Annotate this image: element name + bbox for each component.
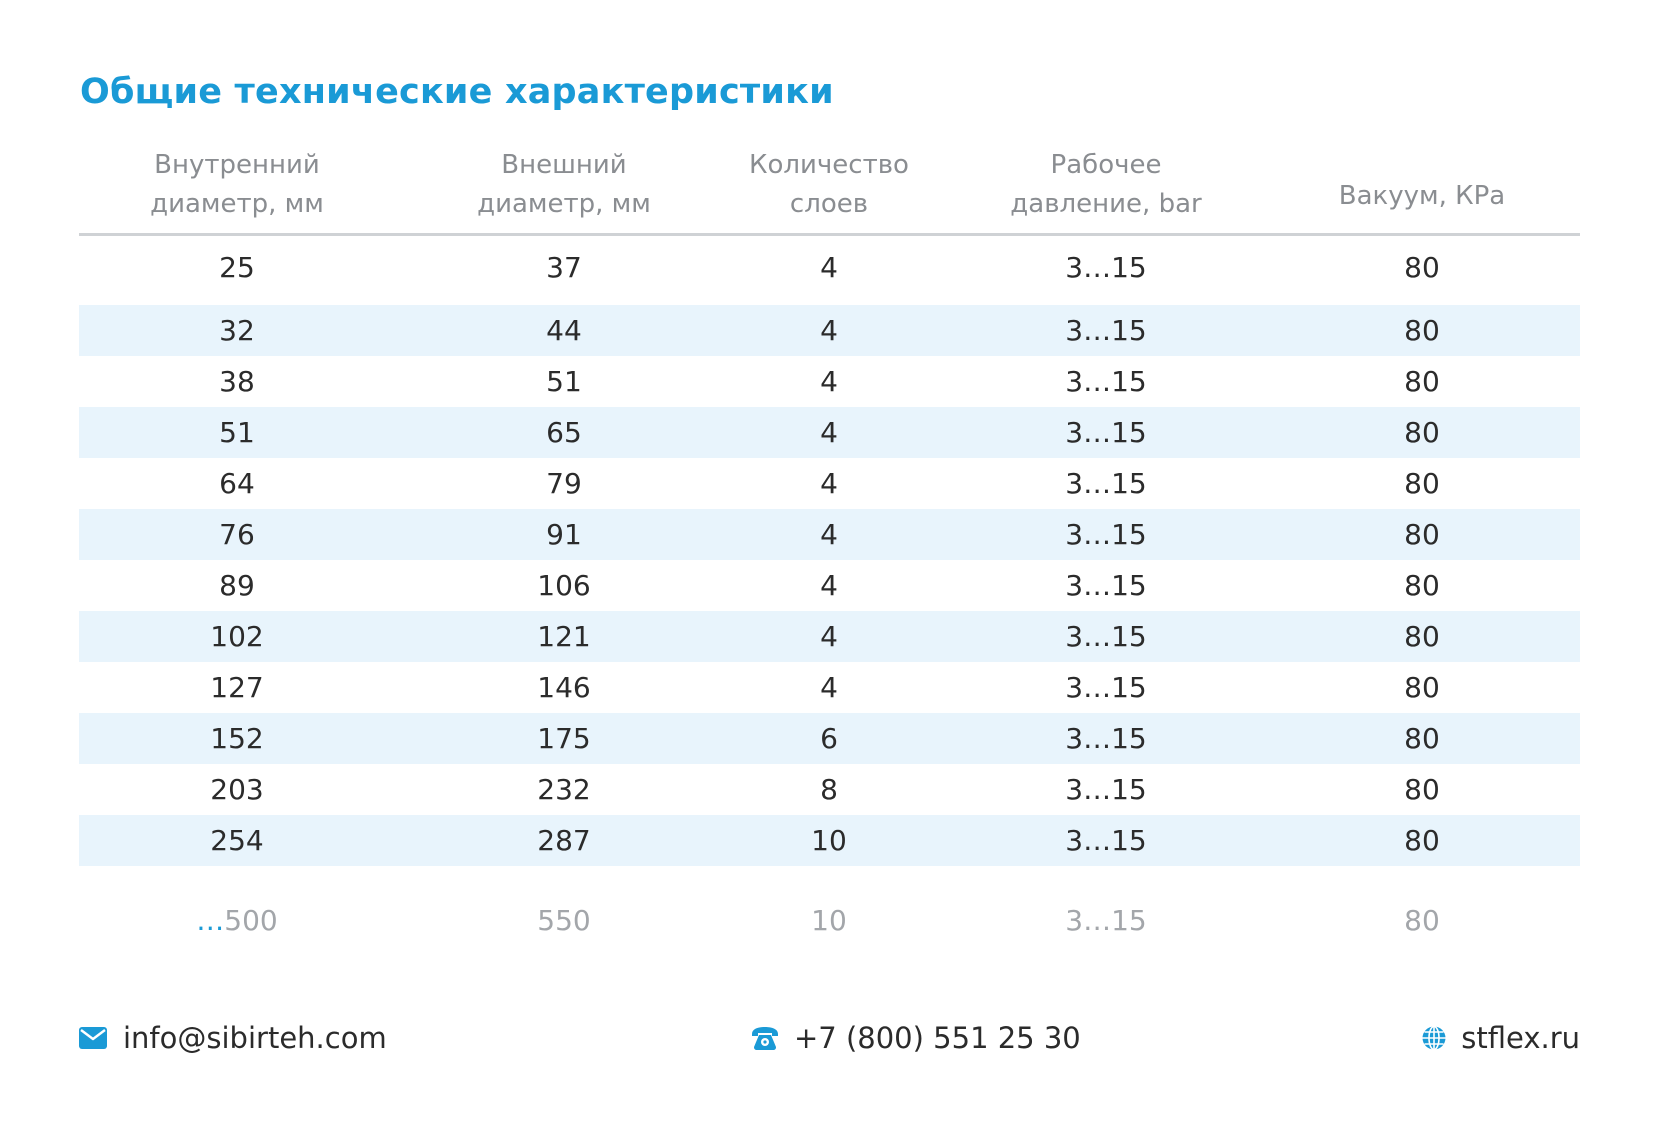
header-working-pressure: Рабочее давление, bar <box>1010 150 1202 219</box>
cell-working-pressure: 3…15 <box>1065 569 1147 602</box>
cell-layer-count: 4 <box>820 251 838 284</box>
cell-vacuum: 80 <box>1404 365 1440 398</box>
cell-layer-count: 4 <box>820 314 838 347</box>
cell-outer-diameter: 51 <box>546 365 582 398</box>
cell-inner-diameter: 32 <box>219 314 255 347</box>
header-outer-diameter: Внешний диаметр, мм <box>477 150 651 219</box>
header-inner-diameter: Внутренний диаметр, мм <box>150 150 324 219</box>
cell-vacuum: 80 <box>1404 671 1440 704</box>
page-title: Общие технические характеристики <box>80 72 834 112</box>
table-row: 203 232 8 3…15 80 <box>79 764 1580 815</box>
table-row-range-end: … 500 550 10 3…15 80 <box>79 866 1580 958</box>
table-row: 76 91 4 3…15 80 <box>79 509 1580 560</box>
cell-inner-diameter: 203 <box>210 773 264 806</box>
cell-working-pressure: 3…15 <box>1065 903 1147 937</box>
cell-vacuum: 80 <box>1404 903 1440 937</box>
cell-layer-count: 4 <box>820 467 838 500</box>
cell-inner-diameter: … 500 <box>196 903 278 937</box>
phone-number[interactable]: +7 (800) 551 25 30 <box>794 1021 1081 1055</box>
cell-layer-count: 4 <box>820 620 838 653</box>
cell-outer-diameter: 121 <box>537 620 591 653</box>
cell-layer-count: 8 <box>820 773 838 806</box>
cell-vacuum: 80 <box>1404 824 1440 857</box>
cell-inner-diameter: 25 <box>219 251 255 284</box>
cell-working-pressure: 3…15 <box>1065 518 1147 551</box>
cell-outer-diameter: 175 <box>537 722 591 755</box>
cell-layer-count: 4 <box>820 518 838 551</box>
cell-outer-diameter: 65 <box>546 416 582 449</box>
cell-vacuum: 80 <box>1404 251 1440 284</box>
cell-working-pressure: 3…15 <box>1065 824 1147 857</box>
cell-outer-diameter: 37 <box>546 251 582 284</box>
cell-layer-count: 4 <box>820 671 838 704</box>
cell-vacuum: 80 <box>1404 518 1440 551</box>
table-row: 89 106 4 3…15 80 <box>79 560 1580 611</box>
cell-inner-diameter: 254 <box>210 824 264 857</box>
cell-working-pressure: 3…15 <box>1065 251 1147 284</box>
spec-table: Внутренний диаметр, мм Внешний диаметр, … <box>79 140 1580 958</box>
cell-inner-diameter: 89 <box>219 569 255 602</box>
cell-layer-count: 4 <box>820 569 838 602</box>
cell-vacuum: 80 <box>1404 467 1440 500</box>
email-link[interactable]: info@sibirteh.com <box>123 1021 387 1055</box>
cell-vacuum: 80 <box>1404 620 1440 653</box>
table-row: 152 175 6 3…15 80 <box>79 713 1580 764</box>
cell-working-pressure: 3…15 <box>1065 365 1147 398</box>
cell-vacuum: 80 <box>1404 416 1440 449</box>
cell-layer-count: 6 <box>820 722 838 755</box>
table-row: 102 121 4 3…15 80 <box>79 611 1580 662</box>
cell-vacuum: 80 <box>1404 773 1440 806</box>
envelope-icon <box>79 1027 107 1049</box>
cell-layer-count: 10 <box>811 903 847 937</box>
table-row: 32 44 4 3…15 80 <box>79 305 1580 356</box>
cell-outer-diameter: 550 <box>537 903 591 937</box>
table-row: 254 287 10 3…15 80 <box>79 815 1580 866</box>
cell-layer-count: 4 <box>820 416 838 449</box>
cell-outer-diameter: 44 <box>546 314 582 347</box>
cell-working-pressure: 3…15 <box>1065 416 1147 449</box>
website-link[interactable]: stflex.ru <box>1461 1021 1580 1055</box>
cell-inner-diameter: 51 <box>219 416 255 449</box>
cell-working-pressure: 3…15 <box>1065 773 1147 806</box>
cell-working-pressure: 3…15 <box>1065 620 1147 653</box>
cell-layer-count: 10 <box>811 824 847 857</box>
cell-layer-count: 4 <box>820 365 838 398</box>
globe-icon <box>1422 1025 1446 1051</box>
cell-inner-diameter: 127 <box>210 671 264 704</box>
cell-vacuum: 80 <box>1404 314 1440 347</box>
telephone-icon <box>752 1027 778 1050</box>
cell-inner-diameter: 76 <box>219 518 255 551</box>
table-row: 64 79 4 3…15 80 <box>79 458 1580 509</box>
cell-working-pressure: 3…15 <box>1065 722 1147 755</box>
cell-working-pressure: 3…15 <box>1065 671 1147 704</box>
table-row: 25 37 4 3…15 80 <box>79 236 1580 305</box>
cell-inner-diameter: 102 <box>210 620 264 653</box>
footer-website[interactable]: stflex.ru <box>1421 1018 1580 1058</box>
cell-outer-diameter: 146 <box>537 671 591 704</box>
cell-inner-diameter: 152 <box>210 722 264 755</box>
table-row: 127 146 4 3…15 80 <box>79 662 1580 713</box>
table-row: 51 65 4 3…15 80 <box>79 407 1580 458</box>
cell-outer-diameter: 287 <box>537 824 591 857</box>
cell-outer-diameter: 232 <box>537 773 591 806</box>
header-vacuum: Вакуум, КРа <box>1338 180 1506 211</box>
footer-phone[interactable]: +7 (800) 551 25 30 <box>750 1018 1081 1058</box>
table-body: 25 37 4 3…15 80 32 44 4 3…15 80 38 51 4 3…15 80 51 65 4 3…… <box>79 236 1580 866</box>
cell-outer-diameter: 91 <box>546 518 582 551</box>
cell-outer-diameter: 79 <box>546 467 582 500</box>
cell-inner-diameter: 38 <box>219 365 255 398</box>
cell-working-pressure: 3…15 <box>1065 467 1147 500</box>
footer-email[interactable]: info@sibirteh.com <box>79 1018 387 1058</box>
table-header: Внутренний диаметр, мм Внешний диаметр, … <box>79 140 1580 236</box>
cell-inner-diameter: 64 <box>219 467 255 500</box>
table-row: 38 51 4 3…15 80 <box>79 356 1580 407</box>
cell-outer-diameter: 106 <box>537 569 591 602</box>
cell-working-pressure: 3…15 <box>1065 314 1147 347</box>
cell-vacuum: 80 <box>1404 722 1440 755</box>
cell-vacuum: 80 <box>1404 569 1440 602</box>
header-layer-count: Количество слоев <box>749 150 909 219</box>
